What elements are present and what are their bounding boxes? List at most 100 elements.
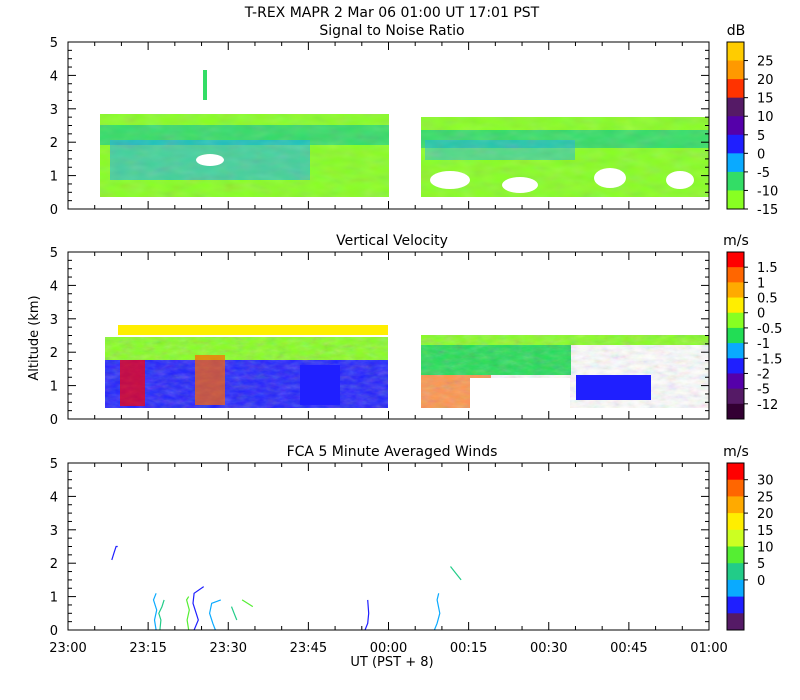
colorbar-label: 30	[757, 474, 774, 489]
x-tick-label: 23:00	[49, 641, 86, 656]
colorbar-swatch	[727, 116, 744, 136]
x-tick-label: 23:15	[129, 641, 166, 656]
x-tick-label: 23:45	[290, 641, 327, 656]
wind-profile-23:15	[152, 593, 158, 631]
colorbar-swatch	[727, 297, 744, 314]
colorbar-swatch	[727, 388, 744, 405]
panel-velocity: Vertical Velocity m/s	[105, 233, 749, 410]
colorbar-label: 15	[757, 524, 774, 539]
snr-streak	[203, 70, 207, 100]
y-tick-label: 3	[50, 313, 58, 328]
snr-segment-2-texture	[421, 117, 709, 197]
colorbar-swatch	[727, 579, 744, 598]
y-tick-label: 0	[50, 413, 58, 428]
colorbar-label: -10	[757, 184, 778, 199]
wind-profile-23:20	[185, 596, 190, 631]
colorbar-swatch	[727, 60, 744, 80]
x-tick-label: 00:00	[370, 641, 407, 656]
colorbar-label: 0	[757, 147, 765, 162]
panel-winds: FCA 5 Minute Averaged Winds m/s	[111, 444, 749, 631]
snr-gap	[502, 177, 538, 193]
x-tick-label: 23:30	[210, 641, 247, 656]
colorbar-label: -15	[757, 203, 778, 218]
wind-profile-00:07	[433, 593, 441, 631]
colorbar-swatch	[727, 42, 744, 62]
colorbar-swatch	[727, 171, 744, 191]
y-tick-label: 2	[50, 136, 58, 151]
snr-field	[100, 70, 709, 197]
y-tick-label: 4	[50, 69, 58, 84]
wind-profile-00:12	[450, 566, 462, 581]
colorbar-label: 0.5	[757, 292, 778, 307]
colorbar-label: 1.5	[757, 261, 778, 276]
velocity-patch	[576, 375, 651, 400]
snr-colorbar-unit: dB	[727, 23, 746, 39]
colorbar-swatch	[727, 546, 744, 564]
colorbar-swatch	[727, 613, 744, 631]
plot-frame	[67, 462, 710, 631]
snr-segment-1-texture	[100, 114, 389, 197]
y-tick-label: 1	[50, 380, 58, 395]
colorbar-label: -5	[757, 383, 770, 398]
colorbar-swatch	[727, 327, 744, 344]
y-tick-label: 4	[50, 490, 58, 505]
velocity-field	[105, 325, 709, 410]
x-tick-label: 00:15	[450, 641, 487, 656]
colorbar-label: 20	[757, 507, 774, 522]
colorbar-swatch	[727, 463, 744, 481]
snr-gap	[666, 171, 694, 189]
colorbar-swatch	[727, 358, 744, 374]
colorbar-swatch	[727, 153, 744, 173]
colorbar-frame	[726, 251, 745, 420]
y-tick-label: 4	[50, 279, 58, 294]
colorbar-label: -0.5	[757, 322, 782, 337]
colorbar-snr: 25 20 15 10 5 0 -5 -10 -15	[726, 41, 778, 218]
colorbar-label: 0	[757, 307, 765, 322]
colorbar-label: -2	[757, 367, 770, 382]
colorbar-swatch	[727, 496, 744, 514]
y-tick-label: 0	[50, 624, 58, 639]
colorbar-swatch	[727, 134, 744, 154]
colorbar-swatch	[727, 479, 744, 497]
colorbar-label: 20	[757, 73, 774, 88]
wind-profiles	[111, 545, 462, 631]
colorbar-layer: 2520151050-5-10-151.510.50-0.5-1-1.5-2-5…	[726, 41, 782, 631]
snr-gap	[594, 168, 626, 188]
colorbar-frame	[726, 41, 745, 210]
velocity-colorbar-unit: m/s	[723, 233, 749, 249]
colorbar-swatch	[727, 190, 744, 210]
y-tick-label: 3	[50, 524, 58, 539]
colorbar-label: 0	[757, 574, 765, 589]
y-tick-label: 2	[50, 346, 58, 361]
velocity-segment-1-top	[118, 325, 388, 335]
y-tick-label: 3	[50, 103, 58, 118]
axes-panel-2: 0 1 2 3 4 5	[50, 246, 710, 428]
wind-profile-23:21	[192, 586, 205, 631]
colorbar-label: -12	[757, 398, 778, 413]
colorbar-swatch	[727, 529, 744, 547]
axes-layer: 0 1 2 3 4 5 0 1 2 3 4 5 0 1 2 3 4 5 23:00 23:15 23:30 23:45 00…	[49, 36, 727, 656]
y-tick-label: 5	[50, 246, 58, 261]
wind-profile-23:16	[158, 599, 165, 631]
colorbar-label: 25	[757, 55, 774, 70]
colorbar-swatch	[727, 267, 744, 283]
wind-profile-23:25	[208, 599, 222, 631]
x-axis-label: UT (PST + 8)	[350, 655, 433, 670]
colorbar-swatch	[727, 373, 744, 390]
colorbar-swatch	[727, 97, 744, 117]
velocity-patch	[300, 365, 340, 405]
y-tick-label: 2	[50, 557, 58, 572]
panel-snr: Signal to Noise Ratio dB	[100, 23, 745, 197]
axes-panel-1: 0 1 2 3 4 5	[50, 36, 710, 218]
colorbar-swatch	[727, 79, 744, 99]
winds-colorbar-unit: m/s	[723, 444, 749, 460]
colorbar-label: -5	[757, 166, 770, 181]
wind-profile-23:30	[230, 606, 238, 621]
y-tick-label: 1	[50, 170, 58, 185]
colorbar-swatch	[727, 312, 744, 329]
y-tick-label: 1	[50, 591, 58, 606]
x-tick-label: 00:45	[610, 641, 647, 656]
y-tick-label: 5	[50, 457, 58, 472]
figure-title: T-REX MAPR 2 Mar 06 01:00 UT 17:01 PST	[244, 5, 540, 21]
